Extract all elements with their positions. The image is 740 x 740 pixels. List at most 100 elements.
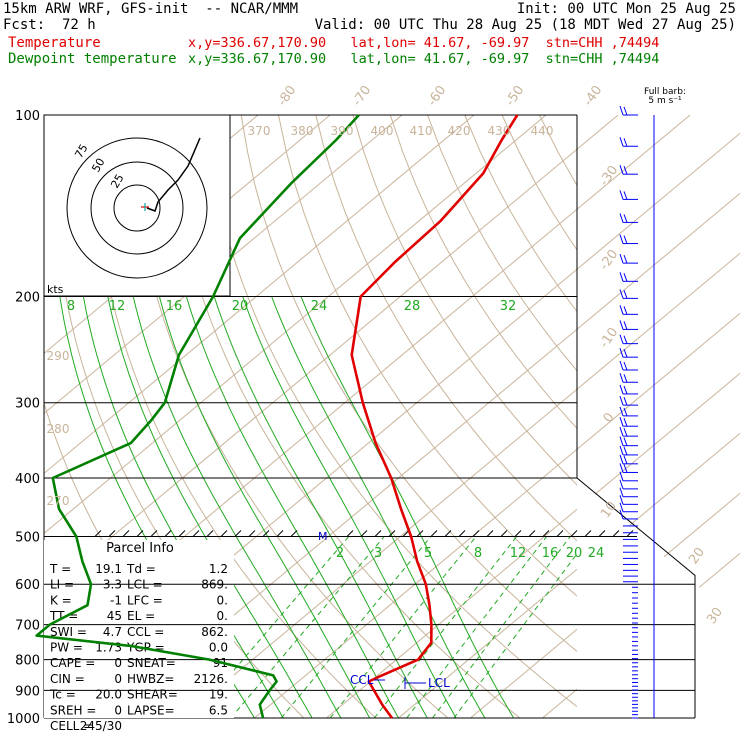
wind-barb (619, 360, 638, 371)
hatch-mark (346, 530, 354, 537)
isotherm (326, 508, 577, 718)
barb-flag (619, 436, 624, 446)
hatch-mark (360, 530, 368, 537)
mixing-ratio-label: 16 (542, 546, 559, 561)
moist-adiabat-label: 24 (311, 299, 328, 314)
mixing-ratio-label: 20 (566, 546, 583, 561)
barb-flag (619, 463, 624, 473)
isotherm-label: 0 (601, 410, 618, 425)
hatch-mark (234, 530, 242, 537)
wind-barb (619, 436, 638, 447)
parcel-field: 2126. (194, 672, 228, 686)
parcel-field: Tc = (49, 688, 76, 702)
hatch-mark (388, 530, 396, 537)
parcel-field: 0. (217, 593, 228, 607)
barb-flag (623, 464, 628, 473)
hatch-mark (248, 530, 256, 537)
mixing-ratio-label: 24 (588, 546, 605, 561)
barb-flag (619, 334, 624, 344)
barb-flag (619, 360, 624, 371)
hatch-mark (514, 530, 522, 537)
parcel-field: LFC = (127, 593, 163, 607)
isotherm-label: -60 (425, 83, 449, 109)
theta-label: 420 (448, 124, 471, 138)
wind-barb (619, 105, 638, 116)
hatch-mark (416, 530, 424, 537)
barb-flag (619, 426, 624, 437)
parcel-field: 862. (201, 625, 228, 639)
dry-adiabat (501, 115, 577, 251)
hatch-mark (626, 530, 634, 537)
parcel-field: 4.7 (103, 625, 122, 639)
wind-barb (619, 384, 638, 395)
dry-adiabat (352, 115, 577, 486)
theta-label: 290 (47, 349, 70, 363)
wind-barb (619, 289, 638, 299)
isotherm-label: -70 (350, 83, 374, 109)
barb-flag (623, 385, 628, 395)
barb-flag (623, 335, 628, 344)
isotherm-label: -80 (275, 83, 299, 109)
hatch-mark (206, 530, 214, 537)
wind-barb (619, 348, 638, 358)
barb-flag (623, 418, 628, 427)
hatch-mark (94, 530, 102, 537)
dry-adiabat (240, 115, 577, 652)
dewpoint-legend: Dewpoint temperature (8, 51, 177, 67)
theta-label: 430 (488, 124, 511, 138)
theta-label: 440 (531, 124, 554, 138)
hodograph-ring (66, 137, 208, 279)
barb-flag (623, 437, 628, 446)
wind-barb (619, 495, 638, 505)
parcel-field: SWI = (50, 625, 87, 639)
isotherm (577, 115, 740, 610)
parcel-field: 0 (114, 672, 122, 686)
barb-legend-value: 5 m s⁻¹ (648, 96, 682, 106)
barb-flag (619, 487, 624, 497)
parcel-field: 6.5 (209, 703, 228, 717)
barb-flag (623, 407, 628, 417)
hatch-mark (178, 530, 186, 537)
barb-flag (619, 384, 624, 395)
barb-flag (619, 479, 624, 490)
pressure-label: 100 (15, 109, 40, 124)
barb-flag (623, 106, 628, 116)
lcl-label: LCL (428, 676, 450, 690)
pressure-label: 800 (15, 654, 40, 669)
pressure-label: 500 (15, 530, 40, 545)
barb-flag (623, 138, 628, 147)
barb-flag (619, 445, 624, 456)
sounding-profiles: CCL LCL M (35, 114, 519, 719)
hodograph-units: kts (47, 283, 64, 296)
init-time: Init: 00 UTC Mon 25 Aug 25 (516, 1, 736, 17)
theta-label: 410 (410, 124, 433, 138)
temperature-profile (350, 114, 519, 719)
barb-legend-title: Full barb: (644, 87, 686, 97)
barb-flag (619, 305, 624, 315)
barb-flag (619, 373, 624, 383)
parcel-field: 0 (114, 703, 122, 717)
theta-label: 380 (291, 124, 314, 138)
wind-barb (619, 213, 638, 223)
mixing-ratio-line (432, 536, 571, 718)
marker-m: M (318, 530, 328, 543)
barb-flag (619, 495, 624, 505)
barb-flag (619, 289, 624, 299)
dewpoint-profile (35, 114, 360, 719)
barb-flag (623, 191, 628, 200)
parcel-field: LCL = (127, 578, 163, 592)
hodograph-ring-label: 75 (72, 142, 90, 161)
isotherm (577, 115, 740, 610)
isotherm (577, 115, 740, 610)
temperature-legend: Temperature (8, 35, 101, 51)
parcel-field: SHEAR= (127, 688, 178, 702)
hatch-mark (192, 530, 200, 537)
moist-adiabat-label: 8 (67, 299, 75, 314)
parcel-field: 19. (209, 688, 228, 702)
hatch-mark (584, 530, 592, 537)
moist-adiabat-label: 20 (232, 299, 249, 314)
isotherm (44, 115, 403, 415)
dry-adiabat (128, 115, 449, 718)
isotherm (44, 115, 547, 535)
pressure-label: 700 (15, 619, 40, 634)
